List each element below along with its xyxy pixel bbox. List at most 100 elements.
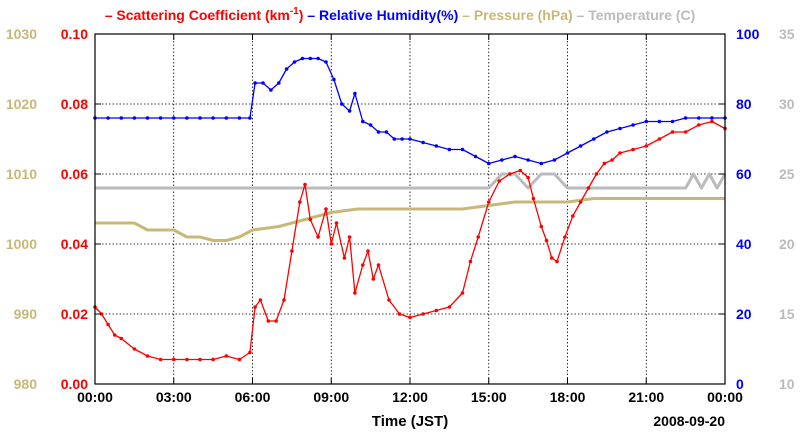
data-point (657, 137, 662, 141)
data-point (421, 312, 425, 316)
data-point (253, 81, 257, 85)
legend-superscript: -1 (290, 6, 299, 17)
data-point (400, 137, 404, 141)
temperature-tick-label: 25 (779, 166, 795, 182)
pressure-tick-label: 980 (14, 376, 38, 392)
data-point (631, 123, 635, 127)
data-point (353, 291, 357, 295)
data-point (376, 263, 381, 267)
humidity-tick-label: 100 (736, 26, 760, 42)
humidity-tick-label: 20 (736, 306, 752, 322)
data-point (683, 130, 688, 134)
data-point (185, 357, 189, 362)
data-point (106, 322, 110, 327)
data-point (710, 119, 714, 124)
data-point (468, 259, 473, 264)
data-point (158, 357, 163, 362)
data-point (586, 186, 591, 190)
series-pressure (95, 197, 725, 242)
legend-entry: – Pressure (hPa) (458, 7, 572, 23)
humidity-tick-label: 0 (736, 376, 744, 392)
data-point (211, 116, 215, 120)
data-point (248, 116, 252, 120)
data-point (342, 256, 347, 260)
grid (95, 34, 725, 384)
data-point (308, 217, 313, 222)
data-point (300, 56, 305, 61)
data-point (145, 116, 150, 120)
humidity-tick-label: 40 (736, 236, 752, 252)
data-point (290, 249, 294, 253)
data-point (670, 119, 675, 124)
data-point (531, 196, 536, 201)
data-point (434, 308, 439, 313)
series-relative-humidity (95, 57, 725, 165)
data-point (366, 249, 370, 253)
data-point (353, 91, 357, 96)
data-point (610, 158, 614, 162)
data-point (421, 140, 425, 145)
pressure-tick-label: 1020 (6, 96, 37, 112)
scattering-tick-label: 0.08 (61, 96, 88, 112)
data-point (552, 158, 557, 162)
data-point (185, 116, 189, 120)
data-point (392, 137, 397, 141)
pressure-tick-label: 1000 (6, 236, 37, 252)
data-point (266, 319, 271, 323)
scattering-tick-label: 0.06 (61, 166, 88, 182)
data-point (329, 242, 334, 246)
data-point (324, 207, 328, 211)
data-point (284, 67, 289, 71)
data-point (332, 77, 336, 82)
data-point (106, 116, 110, 120)
data-point (460, 291, 465, 295)
data-point (578, 144, 583, 148)
data-point (697, 116, 701, 120)
data-point (347, 109, 352, 113)
chart-title: – Scattering Coefficient (km-1) – Relati… (105, 6, 696, 23)
legend-entry-suffix: ) (299, 7, 304, 23)
temperature-tick-label: 15 (779, 306, 795, 322)
legend-entry: – Relative Humidity(%) (303, 7, 458, 23)
x-tick-label: 06:00 (235, 389, 271, 405)
data-point (644, 144, 649, 148)
data-point (361, 119, 365, 124)
data-point (460, 147, 465, 152)
x-tick-label: 03:00 (156, 389, 192, 405)
data-point (282, 298, 286, 302)
data-point (618, 151, 622, 155)
data-point (198, 116, 202, 120)
data-point (303, 182, 307, 187)
data-point (248, 350, 252, 355)
data-point (253, 305, 257, 309)
data-point (526, 175, 530, 180)
data-point (258, 298, 263, 302)
data-point (261, 81, 265, 85)
scattering-tick-label: 0.00 (61, 376, 88, 392)
data-point (298, 200, 302, 204)
series-scattering-coefficient (94, 120, 726, 361)
data-point (447, 305, 452, 309)
data-point (368, 123, 373, 127)
data-point (657, 119, 662, 124)
data-point (697, 123, 701, 127)
data-point (237, 357, 242, 362)
axes: 00:00 03:00 06:00 09:00 12:00 15:00 18:00 21:00… (6, 26, 795, 405)
x-tick-label: 18:00 (550, 389, 586, 405)
data-point (132, 116, 137, 120)
data-point (434, 144, 439, 148)
humidity-tick-label: 80 (736, 96, 752, 112)
data-point (376, 130, 381, 134)
x-tick-label: 00:00 (707, 389, 743, 405)
data-point (361, 263, 365, 267)
x-tick-label: 15:00 (471, 389, 507, 405)
data-point (513, 154, 517, 159)
data-point (571, 214, 575, 218)
scattering-tick-label: 0.04 (61, 236, 88, 252)
data-point (683, 116, 688, 120)
data-point (710, 116, 714, 120)
data-point (292, 60, 297, 64)
temperature-tick-label: 10 (779, 376, 795, 392)
data-point (277, 81, 281, 85)
